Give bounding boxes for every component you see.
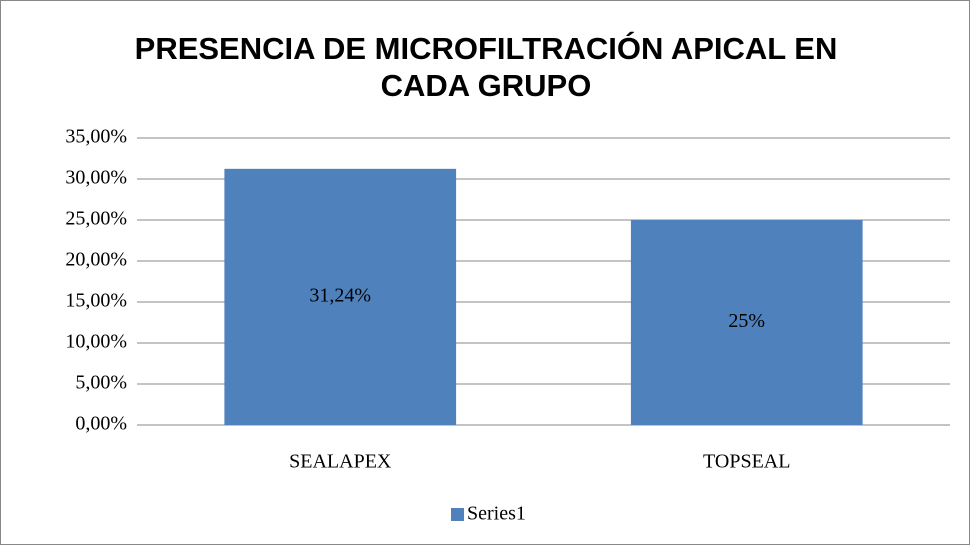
y-tick-label: 25,00% xyxy=(65,208,127,230)
y-tick-label: 35,00% xyxy=(65,126,127,148)
data-label: 25% xyxy=(728,310,765,332)
x-tick-label: SEALAPEX xyxy=(289,451,392,473)
y-tick-label: 20,00% xyxy=(65,249,127,271)
x-tick-label: TOPSEAL xyxy=(703,451,790,473)
bar xyxy=(224,168,457,425)
data-label: 31,24% xyxy=(309,285,371,307)
y-tick-label: 0,00% xyxy=(75,413,127,435)
y-tick-label: 10,00% xyxy=(65,331,127,353)
y-tick-label: 15,00% xyxy=(65,290,127,312)
y-tick-label: 5,00% xyxy=(75,372,127,394)
y-tick-label: 30,00% xyxy=(65,167,127,189)
legend-swatch xyxy=(451,508,464,521)
bar xyxy=(630,220,863,425)
legend-label: Series1 xyxy=(467,503,526,525)
chart-title: PRESENCIA DE MICROFILTRACIÓN APICAL EN C… xyxy=(134,31,838,103)
